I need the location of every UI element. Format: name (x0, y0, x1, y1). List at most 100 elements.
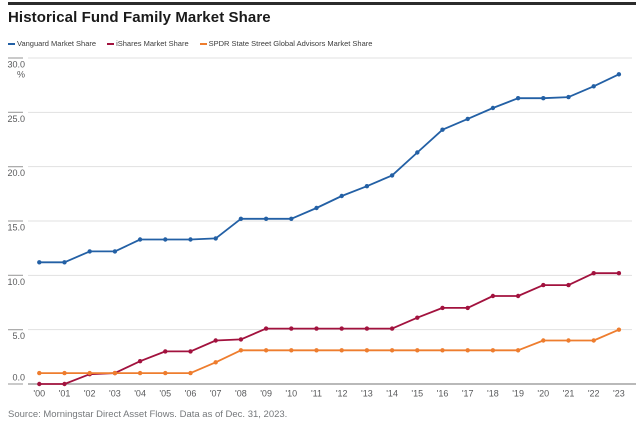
data-point-2-14 (389, 348, 395, 353)
data-point-1-23 (616, 271, 622, 276)
data-point-2-23 (616, 327, 622, 332)
data-point-0-13 (364, 184, 370, 189)
legend-swatch-icon (199, 42, 207, 45)
x-tick-label: '08 (235, 389, 247, 399)
legend-label: Vanguard Market Share (17, 39, 97, 48)
source-note: Source: Morningstar Direct Asset Flows. … (8, 409, 288, 420)
top-accent-bar (8, 2, 636, 5)
legend-swatch-icon (107, 42, 115, 45)
data-point-1-19 (515, 293, 521, 299)
legend-item-1: iShares Market Share (107, 39, 189, 48)
series-line-0 (38, 73, 620, 264)
legend: Vanguard Market Share iShares Market Shar… (8, 39, 372, 48)
legend-label: SPDR State Street Global Advisors Market… (208, 39, 373, 48)
data-point-2-19 (515, 348, 521, 353)
data-point-1-16 (440, 305, 445, 311)
series-line-2 (38, 328, 620, 375)
data-point-0-8 (238, 216, 244, 221)
data-point-1-12 (339, 326, 344, 331)
legend-label: iShares Market Share (116, 39, 189, 48)
data-point-2-16 (440, 348, 445, 353)
x-tick-label: '02 (84, 389, 96, 399)
x-tick-label: '16 (437, 389, 449, 399)
data-point-2-15 (415, 348, 420, 353)
x-tick-label: '07 (210, 389, 222, 399)
data-point-0-5 (163, 237, 168, 242)
x-tick-label: '04 (134, 389, 146, 399)
y-tick-label: 5.0 (12, 331, 25, 341)
data-point-2-0 (37, 370, 42, 376)
data-point-0-20 (541, 96, 546, 101)
data-point-1-21 (566, 282, 571, 288)
x-tick-label: '06 (185, 389, 197, 399)
data-point-1-20 (541, 282, 546, 288)
data-point-2-20 (541, 338, 546, 343)
data-point-1-6 (188, 349, 193, 354)
data-point-0-15 (415, 150, 420, 155)
y-axis-unit-label: % (17, 70, 25, 80)
data-point-0-18 (490, 105, 496, 111)
data-point-1-0 (37, 381, 42, 387)
data-point-0-17 (465, 116, 470, 122)
x-tick-label: '00 (33, 389, 45, 399)
data-point-2-8 (238, 348, 244, 353)
data-point-2-5 (163, 370, 168, 376)
legend-item-2: SPDR State Street Global Advisors Market… (199, 39, 373, 48)
data-point-0-1 (62, 260, 67, 265)
data-point-2-13 (364, 348, 370, 353)
data-point-1-22 (591, 271, 596, 276)
series-line-1 (38, 272, 620, 385)
data-point-0-23 (616, 72, 622, 77)
y-tick-label: 0.0 (12, 373, 25, 383)
x-tick-label: '10 (285, 389, 297, 399)
x-tick-label: '14 (386, 389, 398, 399)
data-point-2-18 (490, 348, 496, 353)
data-point-1-13 (364, 326, 370, 331)
data-point-0-2 (87, 249, 92, 254)
x-tick-label: '13 (361, 389, 373, 399)
data-point-1-9 (263, 326, 269, 331)
data-point-0-12 (339, 193, 344, 199)
data-point-0-6 (188, 237, 193, 242)
data-point-0-10 (289, 216, 294, 221)
data-point-0-4 (137, 237, 143, 242)
x-tick-label: '03 (109, 389, 121, 399)
x-tick-label: '01 (59, 389, 71, 399)
x-tick-label: '18 (487, 389, 499, 399)
data-point-2-22 (591, 338, 596, 343)
x-tick-label: '23 (613, 389, 625, 399)
y-tick-label: 20.0 (7, 168, 25, 178)
data-point-2-4 (137, 370, 143, 376)
data-point-2-17 (465, 348, 470, 353)
x-tick-label: '17 (462, 389, 474, 399)
data-point-1-11 (314, 326, 319, 331)
data-point-1-8 (238, 337, 244, 342)
data-point-0-19 (515, 96, 521, 101)
data-point-2-12 (339, 348, 344, 353)
data-point-1-15 (415, 315, 420, 320)
data-point-0-16 (440, 127, 445, 132)
y-tick-label: 30.0 (7, 60, 25, 70)
data-point-2-11 (314, 348, 319, 353)
data-point-0-0 (37, 260, 42, 265)
x-tick-label: '22 (588, 389, 600, 399)
legend-item-0: Vanguard Market Share (8, 39, 96, 48)
data-point-0-14 (389, 173, 395, 178)
y-tick-label: 15.0 (7, 223, 25, 233)
data-point-1-4 (137, 359, 143, 364)
data-point-0-7 (213, 236, 218, 241)
x-tick-label: '15 (411, 389, 423, 399)
y-tick-label: 25.0 (7, 114, 25, 124)
data-point-0-9 (263, 216, 269, 221)
data-point-1-10 (289, 326, 294, 331)
x-tick-label: '12 (336, 389, 348, 399)
data-point-2-10 (289, 348, 294, 353)
data-point-1-18 (490, 293, 496, 299)
chart-title: Historical Fund Family Market Share (8, 9, 271, 26)
data-point-1-5 (163, 349, 168, 354)
x-tick-label: '20 (537, 389, 549, 399)
data-point-2-9 (263, 348, 269, 353)
x-tick-label: '19 (512, 389, 524, 399)
data-point-2-6 (188, 370, 193, 376)
